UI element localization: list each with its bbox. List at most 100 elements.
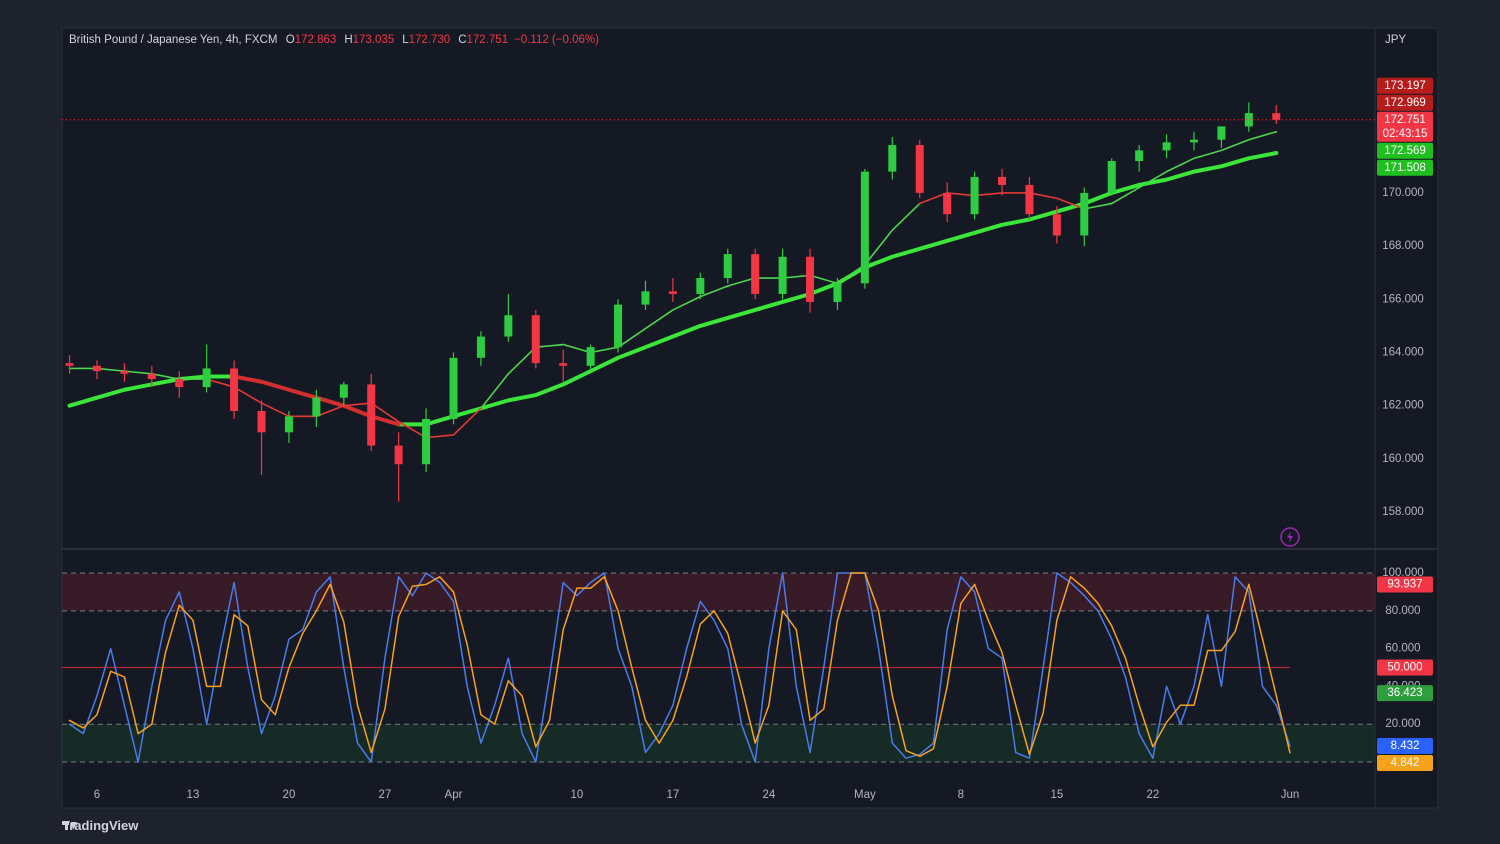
candle-body: [65, 363, 74, 366]
candle-body: [1135, 150, 1144, 161]
brand: TradingView: [62, 818, 139, 833]
candle-body: [202, 368, 211, 388]
x-tick-label: 8: [958, 789, 964, 801]
candle-body: [751, 254, 760, 294]
series-line: [68, 572, 1291, 758]
candle-body: [1080, 192, 1089, 236]
ohlc-value: 172.863: [294, 34, 337, 46]
candle-body: [1025, 184, 1034, 215]
price-tag-label: 8.432: [1391, 740, 1420, 752]
candle-body: [970, 176, 979, 215]
currency: JPY: [1385, 34, 1407, 46]
x-tick-label: 24: [762, 789, 775, 801]
y-tick-label: 162.000: [1382, 400, 1424, 412]
x-tick-label: Apr: [445, 789, 463, 801]
alert-icon[interactable]: [1280, 527, 1300, 547]
logo-part: [71, 822, 77, 830]
candle-body: [1107, 160, 1116, 193]
candle-body: [230, 368, 239, 412]
candle-body: [806, 256, 815, 302]
x-tick-label: Jun: [1281, 789, 1300, 801]
y-tick-label: 60.000: [1385, 643, 1420, 655]
price-tag-label: 4.842: [1391, 757, 1420, 769]
y-tick-label: 100.000: [1382, 567, 1424, 579]
candle-body: [394, 445, 403, 465]
price-tag: [1377, 755, 1433, 772]
x-tick-label: 6: [94, 789, 100, 801]
ohlc-key: O: [285, 34, 295, 46]
y-tick-label: 20.000: [1385, 718, 1420, 730]
price-tag-label: 50.000: [1387, 662, 1422, 674]
candle-body: [696, 278, 705, 294]
logo-part: [65, 822, 68, 830]
candle-body: [284, 416, 293, 433]
y-tick-label: 80.000: [1385, 605, 1420, 617]
price-tag: [1377, 142, 1433, 159]
candle-body: [888, 145, 897, 172]
alert-circle[interactable]: [1280, 527, 1300, 547]
x-tick-label: May: [854, 789, 876, 801]
price-tag-label: 36.423: [1387, 687, 1422, 699]
candle-body: [1217, 126, 1226, 140]
price-tag: [1377, 159, 1433, 176]
price-tag-label: 172.569: [1384, 145, 1426, 157]
ohlc-key: L: [402, 34, 409, 46]
candle-body: [915, 145, 924, 193]
candle-body: [175, 379, 184, 388]
ohlc-value: 172.730: [408, 34, 451, 46]
candle-body: [1162, 142, 1171, 151]
candle-body: [257, 411, 266, 433]
price-tag: [1377, 685, 1433, 702]
candle-body: [449, 357, 458, 419]
y-tick-label: 164.000: [1382, 347, 1424, 359]
change: −0.112 (−0.06%): [514, 34, 599, 46]
price-tag-label: 172.969: [1384, 97, 1426, 109]
y-tick-label: 168.000: [1382, 240, 1424, 252]
chart-panel: [61, 27, 1439, 809]
candle-body: [614, 304, 623, 348]
candle-body: [1244, 113, 1253, 127]
ohlc-value: 172.751: [466, 34, 509, 46]
ohlc-value: 173.035: [352, 34, 395, 46]
candle-body: [641, 291, 650, 305]
candle-body: [723, 254, 732, 279]
y-tick-label: 158.000: [1382, 506, 1424, 518]
price-tag-label: 171.508: [1384, 162, 1426, 174]
candle-body: [92, 365, 101, 372]
band: [62, 573, 1375, 611]
candle-body: [312, 397, 321, 417]
countdown: 02:43:15: [1383, 128, 1428, 140]
price-tag: [1377, 94, 1433, 111]
candle-body: [120, 371, 129, 374]
x-tick-label: 22: [1146, 789, 1159, 801]
candle-body: [668, 291, 677, 294]
candle-body: [1052, 214, 1061, 236]
alert-bolt[interactable]: [1287, 531, 1293, 543]
candle-body: [504, 315, 513, 337]
candle-body: [833, 283, 842, 302]
candle-body: [943, 192, 952, 215]
legend-header: British Pound / Japanese Yen, 4h, FXCM O…: [69, 34, 605, 46]
price-tag: [1377, 738, 1433, 755]
candle-body: [339, 384, 348, 398]
price-tag: [1377, 659, 1433, 676]
candle-body: [998, 176, 1007, 185]
y-tick-label: 170.000: [1382, 187, 1424, 199]
price-tag: [1377, 77, 1433, 94]
symbol: British Pound / Japanese Yen, 4h, FXCM: [69, 34, 278, 46]
ohlc-key: C: [458, 34, 467, 46]
price-tag: [1377, 576, 1433, 593]
series-line: [68, 572, 1291, 763]
candle-body: [476, 336, 485, 358]
candle-body: [586, 347, 595, 366]
x-tick-label: 10: [571, 789, 584, 801]
price-tag: [1377, 111, 1433, 142]
x-tick-label: 13: [187, 789, 200, 801]
candle-body: [559, 363, 568, 366]
candle-body: [1272, 113, 1281, 120]
price-tag-label: 93.937: [1387, 579, 1422, 591]
y-tick-label: 166.000: [1382, 293, 1424, 305]
candle-body: [367, 384, 376, 446]
